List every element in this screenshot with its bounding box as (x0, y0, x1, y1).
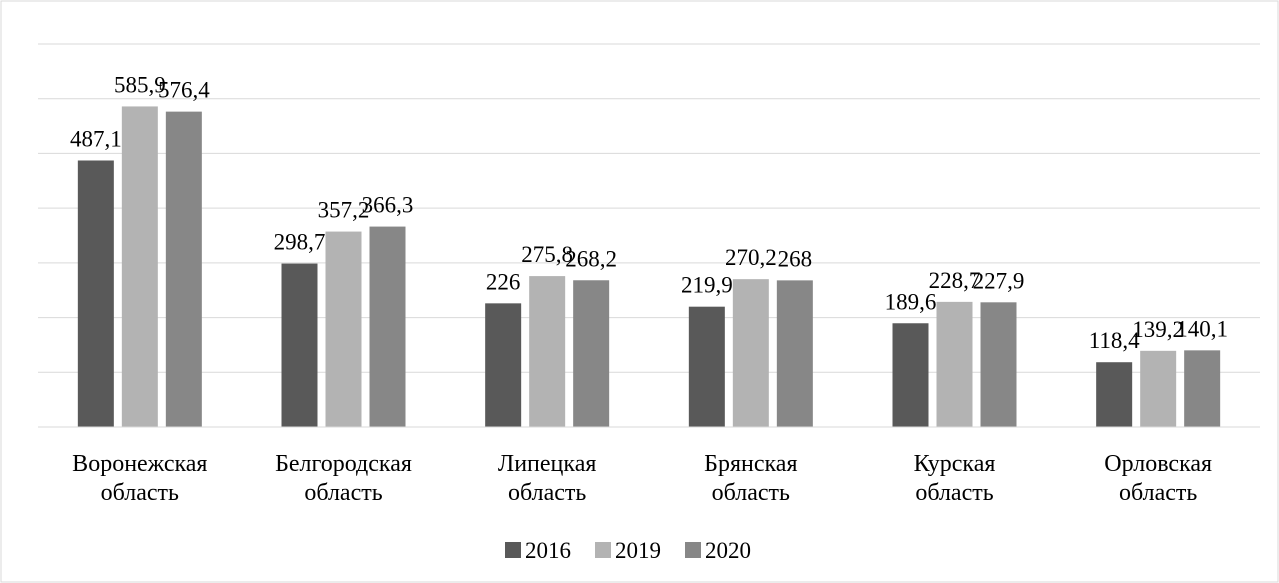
bar (1140, 350, 1177, 427)
legend-swatch (685, 542, 701, 558)
bar (892, 323, 929, 427)
data-label: 226 (486, 269, 521, 294)
bar (732, 279, 769, 427)
legend-swatch (505, 542, 521, 558)
data-label: 139,2 (1132, 317, 1184, 342)
legend-label: 2020 (705, 538, 751, 563)
data-label: 227,9 (973, 268, 1025, 293)
bar (529, 276, 566, 427)
data-label: 268 (778, 246, 813, 271)
bar (1096, 362, 1133, 427)
bar (325, 231, 362, 427)
data-label: 268,2 (565, 246, 617, 271)
bar (936, 301, 973, 427)
bar (980, 302, 1017, 427)
x-tick-label: Воронежская область (72, 451, 208, 506)
data-label: 298,7 (274, 230, 326, 255)
data-label: 219,9 (681, 273, 733, 298)
legend-label: 2019 (615, 538, 661, 563)
x-tick-label: Брянская область (704, 451, 798, 506)
data-label: 275,8 (521, 242, 573, 267)
bar (1184, 350, 1221, 427)
x-tick-label: Орловская область (1104, 451, 1213, 506)
bar (369, 226, 406, 427)
data-label: 366,3 (362, 193, 414, 218)
bar (485, 303, 522, 427)
data-label: 270,2 (725, 245, 777, 270)
data-label: 487,1 (70, 126, 122, 151)
bar (121, 106, 158, 427)
x-tick-label: Белгородская область (275, 451, 412, 506)
x-tick-label: Курская область (913, 451, 996, 506)
data-label: 140,1 (1176, 316, 1228, 341)
legend-label: 2016 (525, 538, 571, 563)
data-label: 118,4 (1089, 328, 1140, 353)
data-label: 228,7 (929, 268, 981, 293)
bar (165, 111, 202, 427)
bar (573, 280, 610, 427)
data-label: 189,6 (885, 289, 937, 314)
data-label: 585,9 (114, 72, 166, 97)
x-tick-label: Липецкая область (497, 451, 597, 506)
bar (281, 263, 318, 427)
bar (776, 280, 813, 427)
data-label: 357,2 (318, 198, 370, 223)
bar (77, 160, 114, 428)
data-label: 576,4 (158, 78, 210, 103)
legend-swatch (595, 542, 611, 558)
bar (688, 306, 725, 427)
